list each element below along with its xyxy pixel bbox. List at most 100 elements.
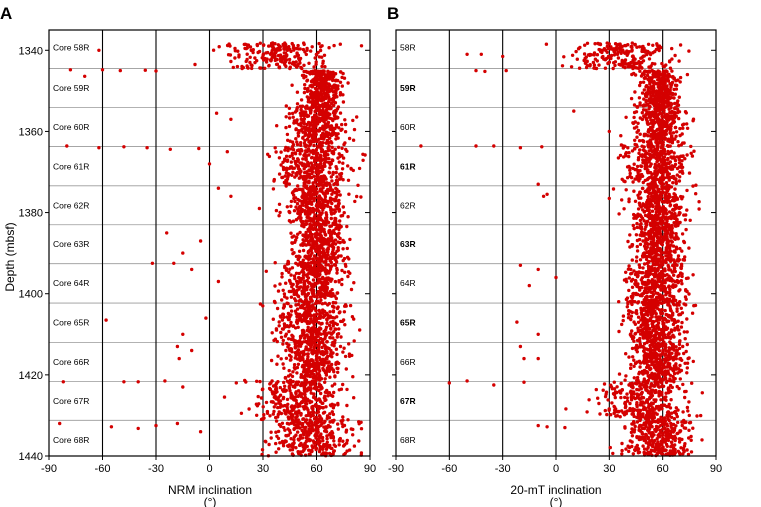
data-point xyxy=(321,141,325,145)
data-point xyxy=(633,42,637,47)
data-point xyxy=(302,174,306,179)
data-point xyxy=(283,428,287,432)
data-point xyxy=(290,266,295,270)
data-point xyxy=(305,137,310,141)
data-point xyxy=(279,357,283,361)
y-tick-label: 1380 xyxy=(19,208,43,220)
data-point xyxy=(310,194,314,198)
data-point xyxy=(311,257,315,261)
data-point xyxy=(663,136,667,140)
data-point xyxy=(312,143,316,148)
data-point xyxy=(336,246,340,250)
data-point xyxy=(248,55,252,59)
data-point xyxy=(256,50,260,55)
data-point xyxy=(282,366,286,370)
data-point xyxy=(291,144,295,149)
data-point xyxy=(348,237,352,242)
data-point xyxy=(658,168,662,172)
data-point xyxy=(318,246,322,250)
core-label: Core 61R xyxy=(53,161,89,171)
data-point xyxy=(681,126,685,130)
data-point xyxy=(668,91,672,95)
data-point xyxy=(680,165,685,169)
data-point xyxy=(290,248,294,252)
data-point xyxy=(562,55,566,59)
data-point xyxy=(660,114,664,119)
data-point xyxy=(641,160,645,165)
data-point xyxy=(282,292,287,296)
data-point xyxy=(336,248,340,252)
data-point xyxy=(261,387,265,391)
data-point xyxy=(306,355,310,359)
core-label: Core 64R xyxy=(53,278,89,288)
data-point xyxy=(658,155,662,159)
data-point xyxy=(308,370,313,374)
data-point xyxy=(323,232,327,236)
data-point xyxy=(648,164,652,168)
data-point xyxy=(277,324,281,328)
outlier-point xyxy=(122,380,126,384)
data-point xyxy=(296,426,300,430)
data-point xyxy=(682,141,686,145)
data-point xyxy=(262,416,266,420)
data-point xyxy=(337,439,342,443)
data-point xyxy=(338,310,342,314)
data-point xyxy=(286,415,290,419)
data-point xyxy=(646,176,650,181)
data-point xyxy=(674,79,678,83)
data-point xyxy=(338,70,343,74)
data-point xyxy=(314,124,318,129)
data-point xyxy=(340,282,344,287)
outlier-point xyxy=(97,146,101,150)
data-point xyxy=(577,66,582,70)
data-point xyxy=(321,340,325,345)
data-point xyxy=(642,76,647,81)
data-point xyxy=(317,200,322,204)
data-point xyxy=(296,362,301,366)
data-point xyxy=(345,438,349,443)
data-point xyxy=(321,311,325,315)
data-point xyxy=(344,264,348,268)
data-point xyxy=(291,379,295,384)
data-point xyxy=(330,179,334,183)
data-point xyxy=(635,45,639,49)
data-point xyxy=(285,421,290,426)
data-point xyxy=(249,63,253,67)
outlier-point xyxy=(607,129,611,134)
data-point xyxy=(304,52,308,57)
data-point xyxy=(338,240,342,245)
data-point xyxy=(361,152,365,156)
data-point xyxy=(298,212,302,216)
data-point xyxy=(308,411,312,415)
data-point xyxy=(624,154,628,158)
data-point xyxy=(317,301,322,305)
data-point xyxy=(341,93,345,97)
data-point xyxy=(635,66,639,70)
data-point xyxy=(323,371,328,375)
data-point xyxy=(328,375,332,379)
data-point xyxy=(313,337,317,341)
data-point xyxy=(292,274,297,278)
data-point xyxy=(284,281,288,285)
data-point xyxy=(296,430,300,434)
data-point xyxy=(660,160,664,164)
data-point xyxy=(329,260,333,265)
data-point xyxy=(647,112,651,116)
data-point xyxy=(329,446,333,450)
data-point xyxy=(343,130,348,134)
data-point xyxy=(286,402,290,406)
data-point xyxy=(289,405,293,409)
data-point xyxy=(313,444,317,448)
outlier-point xyxy=(479,52,483,56)
data-point xyxy=(335,360,339,364)
data-point xyxy=(669,135,674,139)
data-point xyxy=(318,145,323,149)
data-point xyxy=(691,184,695,188)
data-point xyxy=(331,170,335,175)
data-point xyxy=(287,61,292,65)
data-point xyxy=(272,338,276,343)
data-point xyxy=(352,127,357,132)
data-point xyxy=(294,390,298,394)
data-point xyxy=(294,119,299,123)
data-point xyxy=(307,367,311,371)
